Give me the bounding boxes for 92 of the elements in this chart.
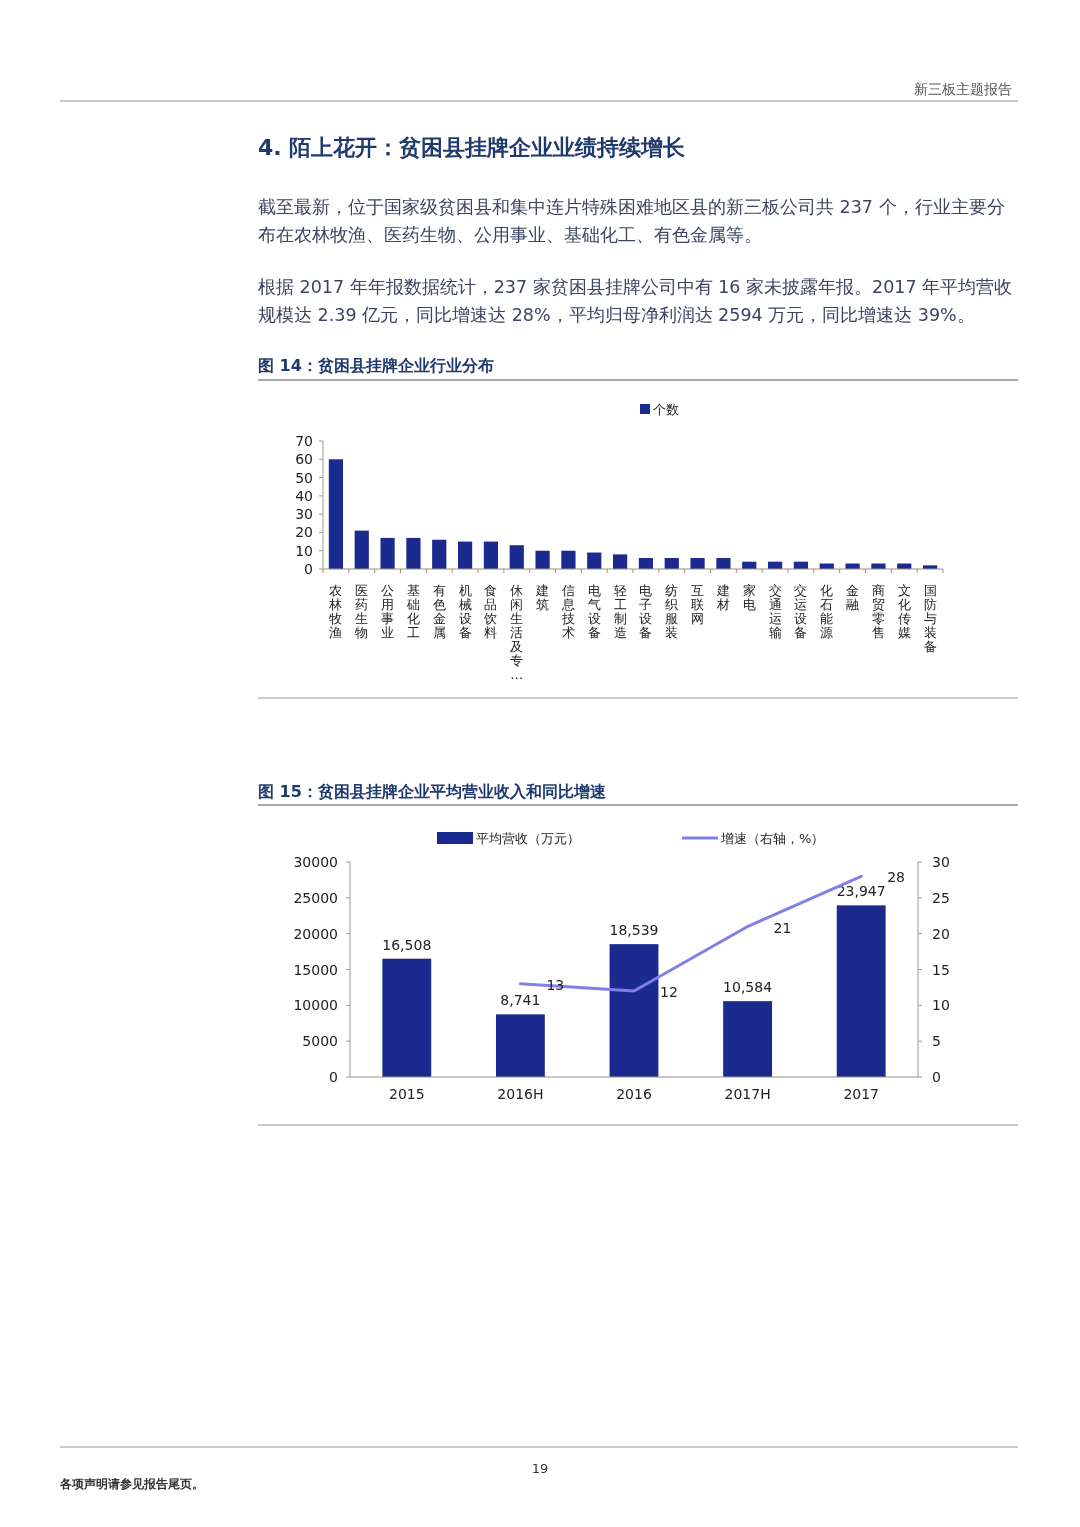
data-label: 18,539 <box>609 922 659 939</box>
bar <box>690 558 705 569</box>
text: 19 <box>531 1461 549 1476</box>
bar <box>716 558 731 569</box>
bar <box>382 958 432 1077</box>
bar <box>535 550 550 569</box>
legend-label: 平均营收（万元） <box>476 831 580 846</box>
y-tick-label: 40 <box>295 487 313 504</box>
x-tick-label: 2017H <box>724 1086 771 1102</box>
x-tick-label: 2015 <box>388 1086 425 1102</box>
data-label: 23,947 <box>836 883 886 900</box>
chart-title: 图 14：贫困县挂牌企业行业分布 <box>258 356 494 375</box>
y-tick-label: 20 <box>295 524 313 541</box>
y-tick-label: 60 <box>295 451 313 468</box>
y2-tick-label: 0 <box>932 1069 941 1085</box>
x-tick-label: 建筑 <box>535 583 550 612</box>
y2-tick-label: 30 <box>932 854 950 870</box>
y-tick-label: 25000 <box>293 889 338 906</box>
bar <box>457 541 473 569</box>
bar <box>406 537 421 569</box>
x-tick-label: 家电 <box>742 583 756 612</box>
data-label: 16,508 <box>382 936 432 953</box>
text: 根据 2017 年年报数据统计，237 家贫困县挂牌公司中有 16 家未披露年报。2017 年平均营收规模达 2.39 亿元，同比增速达 28%，平均归母净利润达 2594 万元，同比增速达 39%。 <box>258 277 1013 325</box>
y-tick-label: 50 <box>295 469 313 486</box>
x-tick-label: 轻工制造 <box>613 583 627 640</box>
y-tick-label: 10000 <box>293 997 338 1014</box>
x-tick-label: 信息技术 <box>560 583 575 640</box>
y-tick-label: 70 <box>295 433 313 449</box>
data-label: 10,584 <box>723 979 773 996</box>
bar <box>432 539 447 569</box>
text: 4. 陌上花开：贫困县挂牌企业业绩持续增长 <box>258 135 687 160</box>
y-tick-label: 10 <box>295 542 313 559</box>
text: 新三板主题报告 <box>914 81 1012 97</box>
bar <box>609 944 659 1077</box>
x-tick-label: 互联网 <box>691 583 705 626</box>
y-tick-label: 5000 <box>302 1033 338 1050</box>
x-tick-label: 交通运输 <box>768 583 782 640</box>
x-tick-label: 食品饮料 <box>483 583 498 640</box>
bar <box>612 554 628 569</box>
y2-tick-label: 10 <box>932 997 950 1014</box>
bar <box>354 530 369 569</box>
data-label: 21 <box>773 919 792 936</box>
x-tick-label: 休闲生活及专… <box>510 583 524 682</box>
text: 各项声明请参见报告尾页。 <box>59 1477 204 1491</box>
x-tick-label: 2016H <box>497 1086 544 1102</box>
bar <box>380 537 395 569</box>
chart-title: 图 15：贫困县挂牌企业平均营业收入和同比增速 <box>258 782 607 801</box>
bar <box>664 558 679 569</box>
bar <box>495 1014 545 1077</box>
x-tick-label: 商贸零售 <box>871 583 885 640</box>
text: 截至最新，位于国家级贫困县和集中连片特殊困难地区县的新三板公司共 237 个，行业主要分布在农林牧渔、医药生物、公用事业、基础化工、有色金属等。 <box>258 197 1005 245</box>
data-label: 8,741 <box>500 992 541 1009</box>
y-tick-label: 20000 <box>293 925 338 942</box>
x-tick-label: 医药生物 <box>355 583 369 640</box>
x-tick-label: 机械设备 <box>458 583 472 640</box>
bar <box>509 545 524 569</box>
x-tick-label: 金融 <box>846 583 860 612</box>
bar <box>638 558 654 569</box>
legend-label: 个数 <box>653 402 679 417</box>
y-tick-label: 0 <box>329 1069 338 1085</box>
x-tick-label: 化石能源 <box>820 583 834 640</box>
legend-label: 增速（右轴，%） <box>720 831 825 846</box>
y2-tick-label: 20 <box>932 925 950 942</box>
bar <box>561 550 576 569</box>
x-tick-label: 2017 <box>843 1086 880 1102</box>
bar <box>723 1001 773 1077</box>
x-tick-label: 建材 <box>715 583 730 612</box>
bar <box>836 905 886 1077</box>
x-tick-label: 电子设备 <box>639 583 653 640</box>
x-tick-label: 文化传媒 <box>897 583 911 640</box>
y-tick-label: 15000 <box>293 961 338 978</box>
y2-tick-label: 25 <box>932 889 950 906</box>
x-tick-label: 基础化工 <box>405 583 420 640</box>
bar <box>328 459 344 569</box>
x-tick-label: 公用事业 <box>381 583 395 640</box>
x-tick-label: 农林牧渔 <box>328 583 343 640</box>
y-tick-label: 30000 <box>293 854 338 870</box>
x-tick-label: 电气设备 <box>587 583 601 640</box>
y2-tick-label: 15 <box>932 961 950 978</box>
x-tick-label: 有色金属 <box>432 583 446 640</box>
data-label: 12 <box>660 984 678 1000</box>
data-label: 13 <box>546 976 565 993</box>
y-tick-label: 0 <box>304 561 313 577</box>
x-tick-label: 纺织服装 <box>665 583 679 640</box>
bar <box>483 541 499 569</box>
data-label: 28 <box>887 869 906 886</box>
x-tick-label: 2016 <box>616 1086 652 1102</box>
x-tick-label: 国防与装备 <box>923 583 937 654</box>
y-tick-label: 30 <box>295 506 313 523</box>
x-tick-label: 交运设备 <box>794 583 808 640</box>
bar <box>587 552 602 569</box>
y2-tick-label: 5 <box>932 1033 941 1050</box>
